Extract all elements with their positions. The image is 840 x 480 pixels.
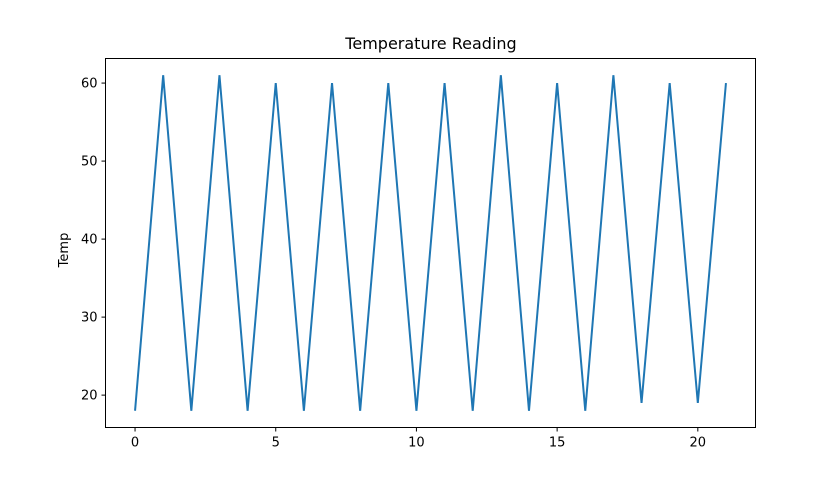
chart-title: Temperature Reading — [344, 34, 516, 53]
y-tick-label: 20 — [81, 389, 98, 404]
x-tick-label: 15 — [549, 436, 566, 451]
x-tick-label: 5 — [272, 436, 280, 451]
x-tick-label: 10 — [408, 436, 425, 451]
y-tick-label: 50 — [81, 155, 98, 170]
y-tick-label: 30 — [81, 311, 98, 326]
y-tick-label: 40 — [81, 233, 98, 248]
tick-layer: 0 5 10 15 20 20 30 40 50 60 — [81, 77, 706, 451]
series-layer — [134, 75, 727, 411]
plot-area-frame — [105, 58, 756, 428]
x-tick-label: 20 — [690, 436, 707, 451]
y-tick-label: 60 — [81, 77, 98, 92]
series-line-0 — [134, 75, 727, 411]
y-axis-label: Temp — [57, 233, 72, 269]
x-tick-label: 0 — [131, 436, 139, 451]
